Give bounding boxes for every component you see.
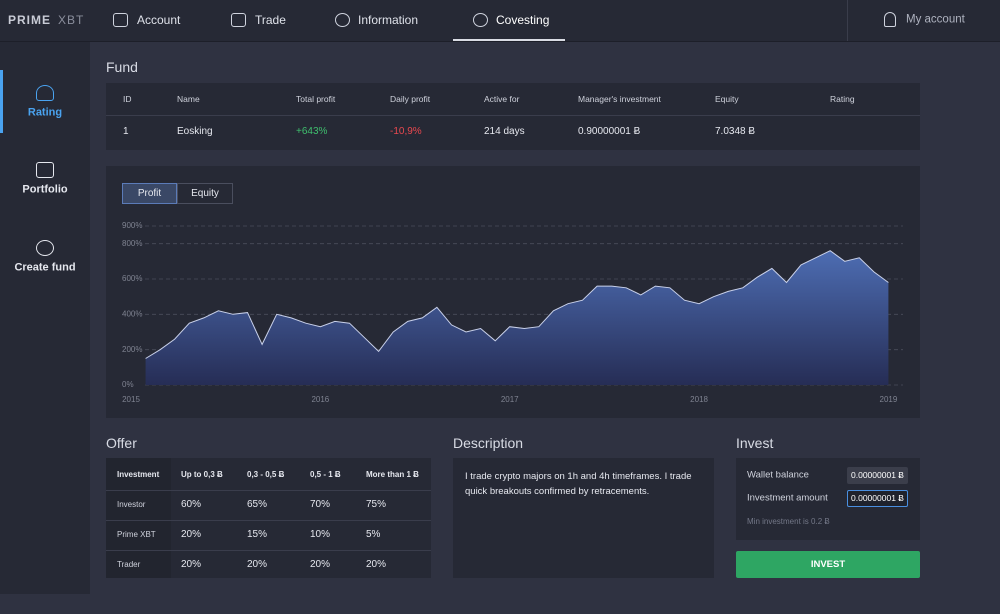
line xyxy=(145,250,889,359)
fund-column-header: ID xyxy=(123,93,132,104)
offer-cell: 75% xyxy=(366,499,387,510)
fund-cell: -10,9% xyxy=(390,126,422,137)
wallet-balance: 0.00000001 Ƀ xyxy=(847,467,908,484)
offer-cell: 5% xyxy=(366,529,381,540)
offer-row-label: Investor xyxy=(117,500,146,509)
top-nav xyxy=(0,0,1000,42)
fund-header-divider xyxy=(106,115,920,116)
offer-cell: 20% xyxy=(366,559,387,570)
fund-column-header: Total profit xyxy=(296,93,336,104)
fund-column-header: Manager's investment xyxy=(578,93,661,104)
fund-column-header: Rating xyxy=(830,93,855,104)
offer-column-header: 0,5 - 1 Ƀ xyxy=(310,470,341,479)
invest-button[interactable]: INVEST xyxy=(736,551,920,578)
fund-column-header: Name xyxy=(177,93,200,104)
brand-main: PRIME xyxy=(8,13,52,27)
section-title: Offer xyxy=(106,435,137,451)
nav-item[interactable]: Account xyxy=(137,13,181,27)
fund-column-header: Daily profit xyxy=(390,93,431,104)
offer-row-label: Prime XBT xyxy=(117,530,156,539)
offer-cell: 10% xyxy=(310,529,331,540)
y-tick-label: 200% xyxy=(122,345,142,354)
nav-icon xyxy=(113,13,128,27)
nav-icon xyxy=(231,13,246,27)
account-icon xyxy=(884,12,896,27)
description-panel xyxy=(453,458,714,578)
nav-item[interactable]: Covesting xyxy=(496,13,550,27)
offer-column-header: Up to 0,3 Ƀ xyxy=(181,470,223,479)
nav-icon xyxy=(335,13,350,27)
offer-row-divider xyxy=(106,550,431,551)
offer-column-header: More than 1 Ƀ xyxy=(366,470,419,479)
fund-cell: +643% xyxy=(296,126,328,137)
description-text: I trade crypto majors on 1h and 4h timef… xyxy=(465,471,692,497)
min-investment-note: Min investment is 0.2 Ƀ xyxy=(747,517,830,526)
x-tick-label: 2015 xyxy=(122,395,140,404)
offer-row-label: Trader xyxy=(117,560,141,569)
offer-cell: 60% xyxy=(181,499,202,510)
y-tick-label: 0% xyxy=(122,380,134,389)
nav-active-underline xyxy=(453,39,565,41)
fund-panel xyxy=(106,83,920,150)
offer-row-divider xyxy=(106,490,431,491)
y-tick-label: 900% xyxy=(122,221,142,230)
area xyxy=(145,250,889,385)
offer-column-header: 0,3 - 0,5 Ƀ xyxy=(247,470,285,479)
nav-item[interactable]: Trade xyxy=(255,13,286,27)
section-title: Description xyxy=(453,435,524,451)
offer-cell: 65% xyxy=(247,499,268,510)
sidebar-icon xyxy=(36,85,54,101)
x-tick-label: 2017 xyxy=(501,395,519,404)
fund-cell: 214 days xyxy=(484,126,525,137)
nav-item[interactable]: Information xyxy=(358,13,419,27)
offer-first-column xyxy=(106,458,171,578)
investment-input[interactable]: 0.00000001 Ƀ xyxy=(847,490,908,507)
offer-cell: 20% xyxy=(181,559,202,570)
nav-icon xyxy=(473,13,488,27)
offer-row-divider xyxy=(106,520,431,521)
sidebar-item[interactable]: Portfolio xyxy=(22,183,68,196)
sidebar xyxy=(0,42,90,594)
offer-cell: 20% xyxy=(310,559,331,570)
x-tick-label: 2016 xyxy=(311,395,329,404)
chart-tab[interactable]: Profit xyxy=(122,183,177,204)
sidebar-item[interactable]: Create fund xyxy=(14,261,76,274)
sidebar-item[interactable]: Rating xyxy=(27,106,63,119)
offer-cell: 15% xyxy=(247,529,268,540)
offer-cell: 70% xyxy=(310,499,331,510)
profit-chart: 0% 200% 400% 600% 800% 900% 2015 2016 2017 2018 20… xyxy=(122,221,903,404)
fund-column-header: Equity xyxy=(715,93,739,104)
chart-tab[interactable]: Equity xyxy=(177,183,233,204)
offer-cell: 20% xyxy=(181,529,202,540)
x-tick-label: 2019 xyxy=(880,395,898,404)
x-tick-label: 2018 xyxy=(690,395,708,404)
y-tick-label: 400% xyxy=(122,309,142,318)
y-tick-label: 600% xyxy=(122,274,142,283)
sidebar-active-bar xyxy=(0,70,3,133)
fund-cell: Eosking xyxy=(177,126,213,137)
nav-divider xyxy=(847,0,848,41)
section-title: Fund xyxy=(106,59,138,75)
offer-column-header: Investment xyxy=(117,470,160,479)
offer-cell: 20% xyxy=(247,559,268,570)
sidebar-icon xyxy=(36,240,54,256)
section-title: Invest xyxy=(736,435,774,451)
fund-cell: 7.0348 Ƀ xyxy=(715,126,756,137)
sidebar-icon xyxy=(36,162,54,178)
y-tick-label: 800% xyxy=(122,239,142,248)
brand-sub: XBT xyxy=(58,13,85,27)
fund-column-header: Active for xyxy=(484,93,520,104)
my-account[interactable]: My account xyxy=(906,13,965,26)
fund-cell: 1 xyxy=(123,126,129,137)
invest-label: Wallet balance xyxy=(747,469,809,481)
fund-cell: 0.90000001 Ƀ xyxy=(578,126,641,137)
invest-label: Investment amount xyxy=(747,492,828,504)
